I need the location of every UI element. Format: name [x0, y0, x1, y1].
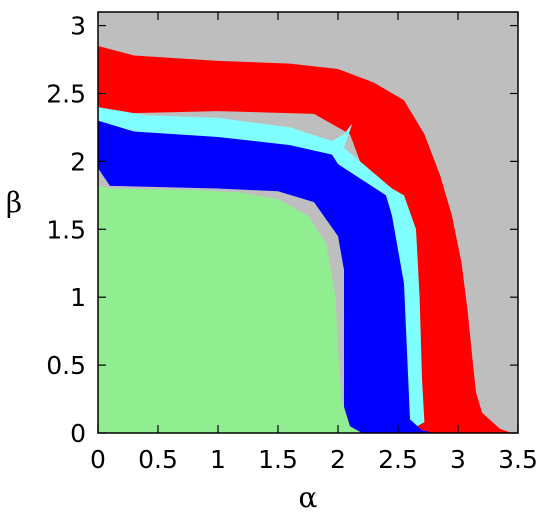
y-axis-label: β: [6, 186, 22, 219]
frame-layer: [97, 11, 519, 434]
y-tick-label: 0: [70, 419, 86, 448]
x-tick-label: 0: [90, 445, 106, 474]
x-tick-label: 1: [210, 445, 226, 474]
region-green: [98, 185, 362, 433]
y-tick-label: 1: [70, 283, 86, 312]
x-axis-label: α: [299, 481, 318, 514]
y-tick-label: 2.5: [46, 79, 86, 108]
y-tick-label: 3: [70, 12, 86, 41]
region-blue: [98, 120, 434, 433]
plot-frame: [97, 11, 519, 434]
y-tick-label: 2: [70, 147, 86, 176]
x-tick-label: 1.5: [258, 445, 298, 474]
x-tick-label: 3.5: [498, 445, 538, 474]
x-tick-label: 3: [450, 445, 466, 474]
y-tick-label: 0.5: [46, 351, 86, 380]
ticks-layer: 0 0.5 1 1.5 2 2.5 3 3.5 0 0.5 1 1.5 2 2.5 3: [46, 12, 538, 474]
x-tick-label: 0.5: [138, 445, 178, 474]
regions-layer: [98, 12, 518, 433]
x-tick-label: 2.5: [378, 445, 418, 474]
y-tick-label: 1.5: [46, 215, 86, 244]
x-tick-label: 2: [330, 445, 346, 474]
